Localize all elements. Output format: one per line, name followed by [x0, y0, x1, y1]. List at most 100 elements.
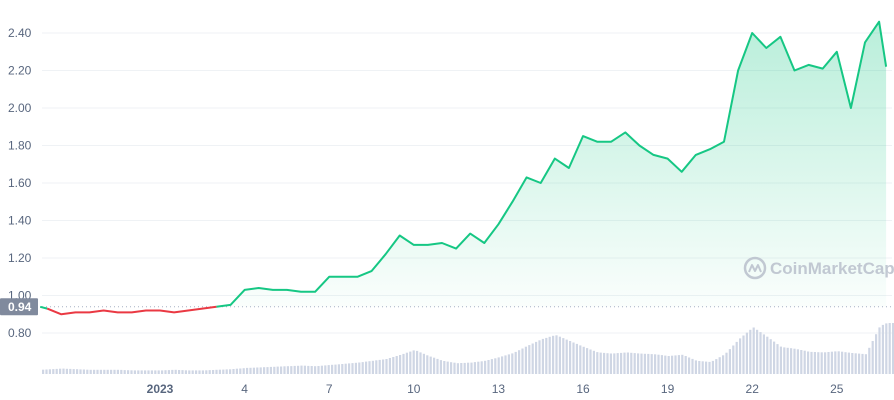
- volume-bar: [650, 354, 653, 374]
- volume-bar: [776, 344, 779, 374]
- volume-bar: [606, 353, 609, 374]
- volume-bar: [871, 341, 874, 374]
- y-tick-label: 1.60: [8, 176, 32, 190]
- volume-bar: [402, 353, 405, 374]
- volume-bar: [174, 369, 177, 374]
- volume-bar: [467, 362, 470, 374]
- volume-bar: [300, 365, 303, 374]
- volume-bar: [79, 369, 82, 374]
- coinmarketcap-logo-icon: [743, 256, 767, 280]
- volume-bar: [681, 354, 684, 374]
- volume-bar: [834, 351, 837, 374]
- volume-bar: [575, 343, 578, 374]
- volume-bar: [841, 351, 844, 374]
- volume-bar: [96, 369, 99, 374]
- volume-bar: [297, 365, 300, 374]
- volume-bar: [314, 366, 317, 374]
- volume-bar: [698, 361, 701, 374]
- volume-bar: [55, 368, 58, 374]
- volume-bar: [161, 370, 164, 374]
- volume-bar: [246, 367, 249, 374]
- volume-bar: [181, 370, 184, 374]
- price-line-down: [46, 305, 217, 316]
- volume-bar: [242, 368, 245, 374]
- volume-bar: [218, 369, 221, 374]
- volume-bar: [259, 367, 262, 374]
- volume-bar: [473, 362, 476, 374]
- volume-bar: [762, 334, 765, 374]
- volume-bar: [412, 350, 415, 374]
- volume-bar: [154, 370, 157, 374]
- volume-bar: [93, 369, 96, 374]
- volume-bar: [310, 366, 313, 374]
- volume-bar: [518, 350, 521, 374]
- volume-bar: [286, 366, 289, 374]
- volume-bar: [334, 364, 337, 374]
- volume-bar: [667, 356, 670, 374]
- volume-bar: [133, 370, 136, 374]
- volume-bar: [348, 363, 351, 374]
- volume-bar: [453, 362, 456, 374]
- volume-bar: [830, 351, 833, 374]
- volume-bar: [232, 369, 235, 374]
- volume-bar: [759, 332, 762, 374]
- volume-bar: [715, 359, 718, 374]
- volume-bar: [844, 352, 847, 374]
- volume-bar: [589, 349, 592, 374]
- y-tick-label: 2.00: [8, 101, 32, 115]
- coinmarketcap-logo-wave-icon: [748, 264, 762, 273]
- volume-bar: [341, 364, 344, 374]
- volume-bar: [742, 335, 745, 374]
- volume-bar: [365, 361, 368, 374]
- volume-bar: [569, 341, 572, 374]
- volume-bar: [592, 350, 595, 374]
- volume-bar: [552, 335, 555, 374]
- volume-bar: [548, 336, 551, 374]
- x-tick-label: 7: [326, 382, 333, 396]
- volume-bar: [558, 336, 561, 374]
- volume-bar: [497, 357, 500, 374]
- volume-bar: [222, 369, 225, 374]
- volume-bar: [579, 345, 582, 374]
- volume-bar: [208, 370, 211, 374]
- gridlines: [42, 32, 892, 334]
- volume-bar: [239, 368, 242, 374]
- volume-bar: [252, 367, 255, 374]
- volume-bar: [783, 347, 786, 374]
- volume-bar: [484, 360, 487, 374]
- volume-bar: [858, 353, 861, 374]
- price-area-fill: [216, 21, 887, 307]
- volume-bar: [263, 367, 266, 374]
- volume-bar: [528, 345, 531, 374]
- volume-bar: [820, 352, 823, 374]
- volume-bar: [813, 352, 816, 374]
- volume-bar: [229, 369, 232, 374]
- volume-bar: [439, 360, 442, 374]
- volume-bar: [586, 348, 589, 374]
- volume-bar: [688, 357, 691, 374]
- volume-bar: [184, 370, 187, 374]
- volume-bar: [69, 368, 72, 374]
- watermark-text: CoinMarketCap: [770, 259, 894, 278]
- volume-bar: [331, 364, 334, 374]
- x-axis: 2023 4 7 10 13 16 19 22 25: [147, 382, 844, 396]
- volume-bar: [501, 356, 504, 374]
- volume-bar: [616, 353, 619, 374]
- volume-bar: [450, 362, 453, 374]
- volume-bar: [337, 364, 340, 374]
- volume-bar: [99, 369, 102, 374]
- volume-bar: [358, 362, 361, 374]
- volume-bar: [538, 340, 541, 374]
- volume-bar: [76, 369, 79, 374]
- volume-bar: [290, 366, 293, 374]
- x-tick-label: 19: [661, 382, 675, 396]
- volume-bar: [388, 358, 391, 374]
- volume-bar: [191, 370, 194, 374]
- reference-badge: 0.94: [0, 298, 38, 316]
- volume-bar: [555, 335, 558, 374]
- volume-bar: [371, 360, 374, 374]
- volume-bar: [293, 365, 296, 374]
- volume-bar: [677, 355, 680, 374]
- volume-bar: [164, 370, 167, 374]
- volume-bar: [643, 353, 646, 374]
